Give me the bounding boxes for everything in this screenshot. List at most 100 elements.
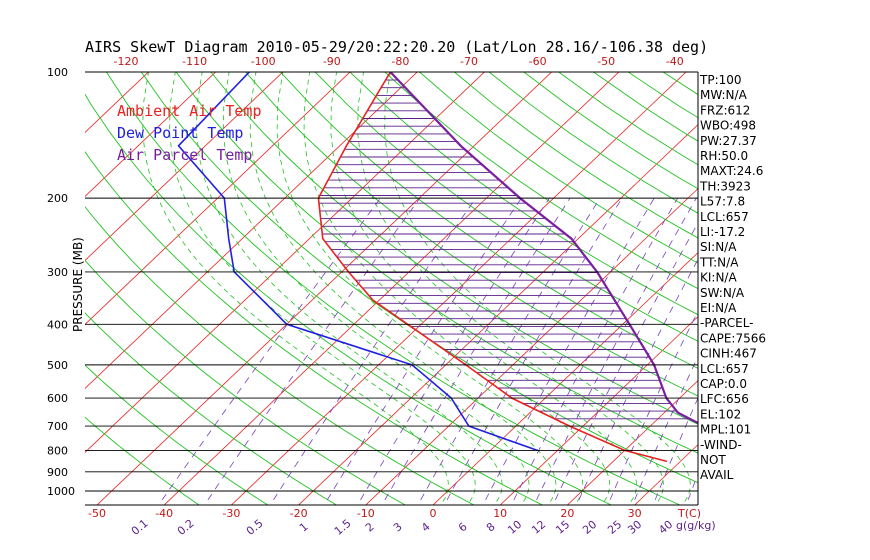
stability-index-row: RH:50.0	[700, 149, 748, 163]
isotherm-line	[0, 53, 34, 509]
dry-adiabat-line	[488, 72, 698, 214]
dry-adiabat-line	[837, 72, 870, 508]
profile-curves	[177, 72, 698, 463]
isotherm-line	[85, 72, 351, 325]
top-temp-tick-label: -110	[182, 55, 207, 68]
mixing-ratio-line	[634, 355, 698, 501]
pressure-tick-label: 800	[47, 444, 68, 457]
stability-index-row: LCL:657	[700, 362, 749, 376]
dry-adiabat-line	[314, 72, 698, 342]
moist-adiabat-line	[142, 72, 449, 505]
pressure-tick-label: 500	[47, 359, 68, 372]
dry-adiabat-line	[419, 72, 698, 264]
isotherm-line	[0, 53, 101, 509]
isotherm-line	[85, 72, 150, 133]
isotherm-line	[566, 380, 698, 505]
axes: -50 -40 -30 -20 -10 0 10 20 30 T(C)-120 -110 -100 -9…	[85, 55, 716, 538]
legend-entry: Dew Point Temp	[117, 124, 243, 142]
mixing-ratio-tick-label: 15	[553, 518, 572, 537]
moist-adiabat-line	[330, 72, 637, 505]
pressure-tick-label: 400	[47, 318, 68, 331]
stability-index-row: WBO:498	[700, 119, 756, 133]
mixing-ratio-line	[536, 197, 697, 501]
isotherm-line	[499, 316, 698, 505]
bottom-temp-tick-label: 30	[628, 507, 642, 520]
dry-adiabat-line	[802, 72, 870, 508]
pressure-tick-label: 700	[47, 420, 68, 433]
mixing-ratio-tick-label: 0.5	[244, 517, 266, 538]
stability-index-row: EL:102	[700, 407, 741, 421]
bottom-temp-tick-label: -30	[222, 507, 240, 520]
mixing-ratio-line	[485, 197, 655, 501]
moist-adiabat-line	[249, 72, 557, 505]
temp-unit-label: T(C)	[677, 507, 701, 520]
mixing-ratio-line	[161, 197, 381, 501]
stability-index-row: -WIND-	[700, 438, 742, 452]
dry-adiabat-line	[349, 72, 698, 316]
top-temp-tick-label: -100	[251, 55, 276, 68]
top-temp-tick-label: -70	[460, 55, 478, 68]
isotherm-line	[85, 72, 217, 197]
moist-adiabat-line	[196, 72, 503, 505]
mixing-ratio-line	[513, 197, 679, 501]
mixing-ratio-tick-label: 0.2	[175, 517, 197, 538]
legend-entry: Air Parcel Temp	[117, 146, 252, 164]
moist-adiabat-line	[276, 72, 584, 505]
moist-adiabat-line	[303, 72, 610, 505]
stability-index-row: L57:7.8	[700, 195, 745, 209]
top-temp-tick-label: -90	[323, 55, 341, 68]
pressure-tick-label: 300	[47, 266, 68, 279]
mixing-ratio-line	[446, 197, 623, 501]
mixing-ratio-tick-label: 8	[484, 520, 498, 534]
bottom-temp-tick-label: -50	[88, 507, 106, 520]
mixing-ratio-tick-label: 1.5	[332, 517, 354, 538]
stability-index-row: MW:N/A	[700, 88, 748, 102]
dry-adiabat-line	[85, 416, 200, 505]
stability-index-row: EI:N/A	[700, 301, 737, 315]
mixing-ratio-tick-label: 30	[625, 518, 644, 537]
series-line-air-parcel-temp	[389, 72, 698, 425]
pressure-tick-label: 600	[47, 392, 68, 405]
mixing-ratio-tick-label: 2	[363, 520, 377, 534]
stability-index-row: PW:27.37	[700, 134, 757, 148]
mixing-ratio-line	[384, 197, 571, 501]
mixing-ratio-tick-label: 0.1	[129, 517, 151, 538]
stability-index-row: -PARCEL-	[700, 316, 754, 330]
dry-adiabat-line	[384, 72, 698, 290]
mixing-ratio-line	[207, 197, 421, 501]
mixing-ratio-tick-label: 3	[391, 520, 405, 534]
stability-index-row: LCL:657	[700, 210, 749, 224]
series-line-dew-point-temp	[177, 72, 538, 452]
mixing-ratio-line	[578, 258, 698, 501]
moist-adiabat-line	[357, 72, 664, 505]
stability-index-row: KI:N/A	[700, 271, 737, 285]
mixing-ratio-tick-label: 10	[505, 518, 524, 537]
dry-adiabat-line	[245, 72, 698, 397]
dry-adiabat-line	[210, 72, 698, 425]
pressure-tick-label: 1000	[47, 485, 75, 498]
top-temp-tick-label: -40	[666, 55, 684, 68]
top-temp-tick-label: -60	[529, 55, 547, 68]
stability-index-row: TH:3923	[699, 179, 751, 193]
pressure-tick-label: 100	[47, 66, 68, 79]
stability-index-row: TP:100	[699, 73, 742, 87]
stability-index-row: NOT	[700, 453, 726, 467]
dry-adiabat-line	[662, 72, 698, 96]
stability-index-row: FRZ:612	[700, 103, 750, 117]
stability-index-row: LI:-17.2	[700, 225, 745, 239]
dry-adiabat-line	[767, 72, 870, 508]
bottom-temp-tick-label: 10	[493, 507, 507, 520]
mixing-ratio-tick-label: 4	[419, 520, 433, 534]
mixing-ratio-tick-label: 20	[580, 518, 599, 537]
pressure-lines: 100 200 300 400 500 600 700 800 900 1000	[47, 66, 698, 498]
moist-adiabat-line	[222, 72, 530, 505]
mixing-ratio-tick-label: 25	[605, 518, 624, 537]
stability-index-row: CAPE:7566	[700, 331, 766, 345]
stability-index-row: AVAIL	[700, 468, 734, 482]
stability-index-row: CAP:0.0	[700, 377, 747, 391]
mixing-ratio-line	[654, 397, 698, 501]
pressure-tick-label: 200	[47, 192, 68, 205]
bottom-temp-tick-label: -20	[290, 507, 308, 520]
